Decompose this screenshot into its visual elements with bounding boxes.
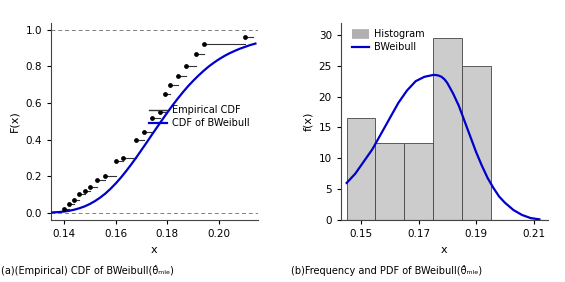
Point (140, 130, 149, 135)
Point (111, 159, 120, 164)
Point (241, 35, 250, 39)
Bar (433, 38, 462, 220)
Text: (a)(Empirical) CDF of BWeibull(θ̂ₘₗₑ): (a)(Empirical) CDF of BWeibull(θ̂ₘₗₑ) (1, 265, 174, 276)
Point (119, 156, 128, 160)
Point (173, 73, 182, 78)
X-axis label: x: x (441, 244, 448, 255)
Point (147, 115, 157, 120)
Point (166, 82, 175, 87)
Text: (b)Frequency and PDF of BWeibull(θ̂ₘₗₑ): (b)Frequency and PDF of BWeibull(θ̂ₘₗₑ) (292, 265, 483, 276)
Bar (375, 143, 404, 220)
Bar (347, 118, 375, 220)
Point (155, 110, 164, 114)
Point (85, 185, 94, 189)
Point (192, 51, 201, 56)
Legend: Empirical CDF, CDF of BWeibull: Empirical CDF, CDF of BWeibull (145, 102, 253, 132)
Y-axis label: F(x): F(x) (10, 110, 20, 132)
Point (69, 198, 79, 202)
Point (181, 64, 190, 69)
Point (64, 201, 73, 206)
Bar (462, 66, 490, 220)
Point (132, 137, 141, 142)
Bar (404, 143, 433, 220)
Point (101, 174, 110, 178)
X-axis label: x: x (151, 244, 158, 255)
Point (160, 92, 170, 96)
Point (59, 207, 68, 211)
Y-axis label: f(x): f(x) (303, 112, 313, 131)
Point (75, 192, 84, 197)
Point (199, 42, 208, 47)
Point (93, 177, 102, 182)
Legend: Histogram, BWeibull: Histogram, BWeibull (348, 25, 429, 56)
Point (80, 188, 89, 193)
